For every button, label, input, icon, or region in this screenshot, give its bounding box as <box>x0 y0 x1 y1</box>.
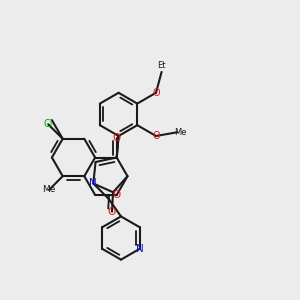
Text: Et: Et <box>157 61 166 70</box>
Text: O: O <box>112 133 121 142</box>
Text: N: N <box>136 244 144 254</box>
Text: O: O <box>108 207 116 217</box>
Text: O: O <box>152 88 160 98</box>
Text: Me: Me <box>42 185 56 194</box>
Text: O: O <box>152 131 160 141</box>
Text: Cl: Cl <box>44 119 53 129</box>
Text: O: O <box>112 190 121 200</box>
Text: N: N <box>89 178 97 188</box>
Text: Me: Me <box>174 128 187 137</box>
